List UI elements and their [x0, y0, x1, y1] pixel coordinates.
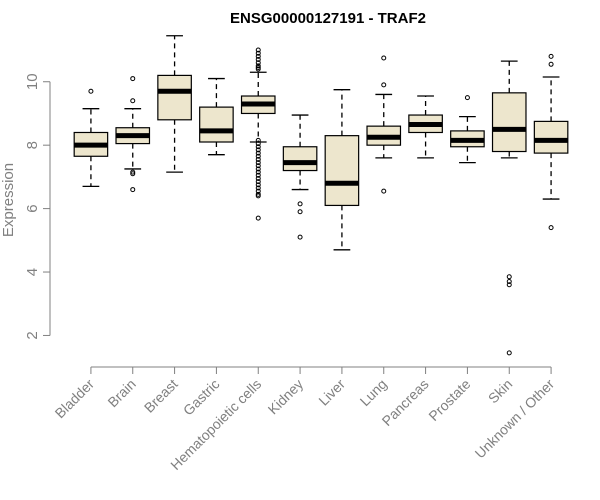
outlier-point — [130, 169, 136, 175]
outlier-point — [548, 53, 554, 59]
x-tick-label: Prostate — [425, 376, 473, 424]
outlier-point — [255, 175, 261, 181]
outlier-point — [464, 95, 470, 101]
outlier-point — [255, 53, 261, 59]
box-group — [199, 77, 234, 156]
outlier-point — [130, 98, 136, 104]
y-tick-label: 6 — [24, 204, 41, 212]
outlier-point — [255, 179, 261, 185]
outlier-point — [255, 150, 261, 156]
outlier-point — [255, 147, 261, 153]
box-group — [408, 95, 443, 159]
outlier-point — [381, 55, 387, 61]
plot-area — [73, 35, 569, 356]
outlier-point — [255, 169, 261, 175]
outlier-point — [255, 144, 261, 150]
outlier-point — [255, 50, 261, 56]
box-group — [450, 95, 485, 164]
outlier-point — [297, 209, 303, 215]
box — [199, 106, 234, 143]
x-tick-label: Skin — [485, 376, 516, 407]
outlier-point — [506, 279, 512, 285]
outlier-point — [255, 188, 261, 194]
outlier-point — [255, 63, 261, 69]
box-group — [240, 47, 276, 221]
box-group — [115, 76, 151, 193]
y-tick-label: 8 — [24, 141, 41, 149]
y-tick-label: 10 — [24, 73, 41, 90]
outlier-point — [548, 61, 554, 67]
outlier-point — [130, 187, 136, 193]
outlier-point — [255, 60, 261, 66]
box-group — [73, 88, 109, 188]
x-tick-label: Bladder — [52, 376, 98, 422]
box — [491, 92, 527, 153]
box-group — [282, 114, 318, 240]
outlier-point — [297, 201, 303, 207]
outlier-point — [255, 160, 261, 166]
y-tick-label: 2 — [24, 331, 41, 339]
outlier-point — [255, 166, 261, 172]
box — [533, 120, 569, 154]
box — [282, 146, 318, 172]
outlier-point — [255, 191, 261, 197]
outlier-point — [381, 82, 387, 88]
outlier-point — [255, 137, 261, 143]
x-tick-label: Lung — [357, 376, 390, 409]
outlier-point — [548, 225, 554, 231]
outlier-point — [297, 234, 303, 240]
box-group — [366, 55, 402, 194]
x-tick-label: Kidney — [265, 376, 307, 418]
outlier-point — [255, 156, 261, 162]
box — [157, 74, 192, 121]
outlier-point — [255, 57, 261, 63]
x-tick-label: Brain — [104, 376, 138, 410]
outlier-point — [255, 47, 261, 53]
x-tick-label: Liver — [315, 376, 348, 409]
y-axis-label: Expression — [0, 163, 17, 237]
outlier-point — [130, 171, 136, 177]
outlier-point — [506, 350, 512, 356]
x-tick-label: Pancreas — [379, 376, 432, 429]
outlier-point — [255, 64, 261, 70]
outlier-point — [130, 76, 136, 82]
box-group — [491, 60, 527, 356]
outlier-point — [506, 282, 512, 288]
outlier-point — [255, 172, 261, 178]
box-group — [533, 53, 569, 231]
x-tick-label: Breast — [141, 376, 181, 416]
box — [324, 135, 360, 207]
box-group — [157, 35, 192, 173]
x-tick-label: Unknown / Other — [472, 376, 558, 462]
outlier-point — [255, 66, 261, 72]
outlier-point — [255, 185, 261, 191]
y-tick-label: 4 — [24, 268, 41, 276]
outlier-point — [255, 215, 261, 221]
outlier-point — [381, 188, 387, 194]
outlier-point — [88, 88, 94, 94]
outlier-point — [506, 274, 512, 280]
chart-title: ENSG00000127191 - TRAF2 — [230, 10, 426, 27]
outlier-point — [255, 193, 261, 199]
outlier-point — [255, 153, 261, 159]
y-axis: 2 4 6 8 10 — [24, 73, 51, 340]
outlier-point — [255, 182, 261, 188]
outlier-point — [255, 163, 261, 169]
outlier-point — [255, 141, 261, 147]
box-group — [324, 89, 360, 251]
